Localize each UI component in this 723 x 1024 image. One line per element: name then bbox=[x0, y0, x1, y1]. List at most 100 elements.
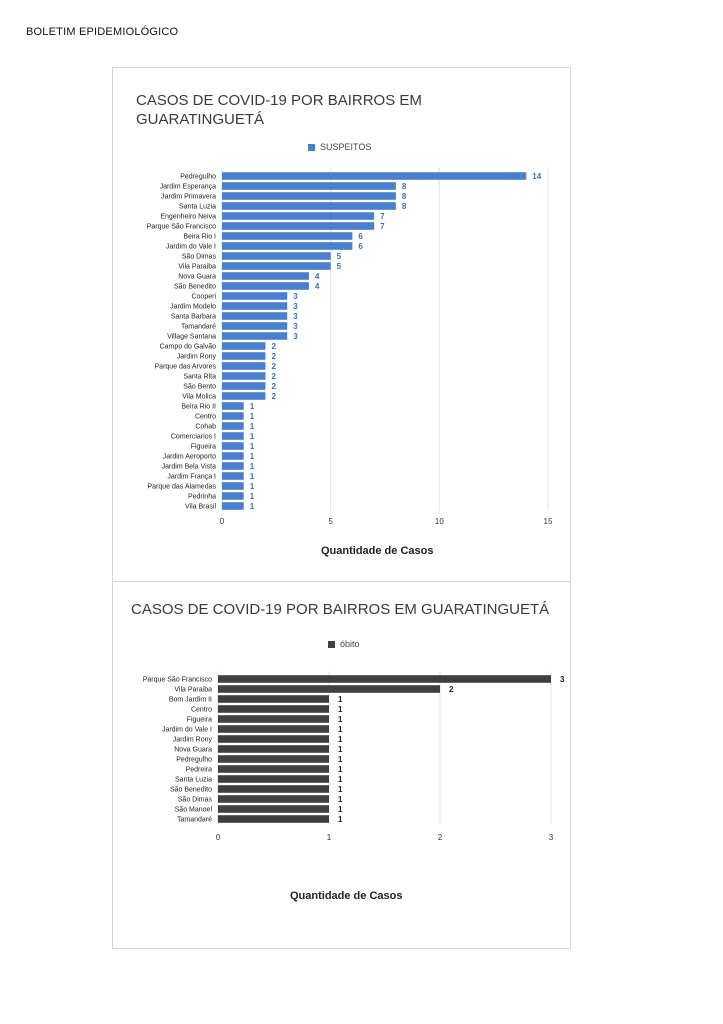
data-label: 3 bbox=[293, 322, 298, 331]
category-label: São Bento bbox=[183, 384, 216, 391]
data-label: 1 bbox=[338, 695, 343, 704]
data-label: 1 bbox=[338, 805, 343, 814]
bar bbox=[222, 322, 288, 330]
data-label: 1 bbox=[250, 422, 255, 431]
data-label: 2 bbox=[449, 685, 454, 694]
data-label: 3 bbox=[293, 312, 298, 321]
category-label: Santa Luzia bbox=[175, 777, 212, 784]
data-label: 1 bbox=[250, 402, 255, 411]
bar bbox=[222, 202, 396, 210]
bar bbox=[222, 312, 288, 320]
category-label: Parque das Arvores bbox=[155, 364, 217, 371]
category-label: Tamandaré bbox=[177, 817, 212, 824]
data-label: 2 bbox=[271, 362, 276, 371]
category-label: Campo do Galvão bbox=[160, 344, 217, 351]
category-label: Parque São Francisco bbox=[143, 677, 212, 684]
bar bbox=[222, 212, 375, 220]
data-label: 3 bbox=[560, 675, 565, 684]
bar bbox=[222, 232, 353, 240]
category-label: Jardim Rony bbox=[177, 354, 217, 361]
chart-title: CASOS DE COVID-19 POR BAIRROS EM GUARATI… bbox=[131, 601, 550, 618]
bar bbox=[222, 192, 396, 200]
bar bbox=[222, 262, 331, 270]
bar bbox=[218, 765, 329, 773]
category-label: Parque São Francisco bbox=[147, 224, 216, 231]
data-label: 3 bbox=[293, 292, 298, 301]
bar bbox=[222, 442, 244, 450]
bar bbox=[218, 775, 329, 783]
x-axis-title: Quantidade de Casos bbox=[290, 890, 403, 902]
data-label: 3 bbox=[293, 302, 298, 311]
x-tick-label: 15 bbox=[544, 517, 553, 526]
bar bbox=[222, 292, 288, 300]
bar bbox=[218, 805, 329, 813]
bar bbox=[222, 412, 244, 420]
data-label: 7 bbox=[380, 222, 385, 231]
data-label: 1 bbox=[338, 715, 343, 724]
data-label: 1 bbox=[250, 482, 255, 491]
bar bbox=[218, 785, 329, 793]
bar bbox=[222, 392, 266, 400]
data-label: 1 bbox=[338, 735, 343, 744]
category-label: Jardim do Vale I bbox=[162, 727, 212, 734]
data-label: 2 bbox=[271, 382, 276, 391]
category-label: Bom Jardim II bbox=[169, 697, 212, 704]
category-label: Jardim Aeroporto bbox=[163, 454, 216, 461]
category-label: Santa Luzia bbox=[179, 204, 216, 211]
bar bbox=[218, 735, 329, 743]
data-label: 2 bbox=[271, 372, 276, 381]
bar bbox=[222, 432, 244, 440]
x-axis-title: Quantidade de Casos bbox=[321, 545, 434, 557]
data-label: 2 bbox=[271, 392, 276, 401]
bar bbox=[222, 472, 244, 480]
category-label: Jardim Bela Vista bbox=[162, 464, 216, 471]
data-label: 1 bbox=[250, 492, 255, 501]
category-label: Santa Rita bbox=[183, 374, 216, 381]
document-header: BOLETIM EPIDEMIOLÓGICO bbox=[26, 26, 179, 38]
bar bbox=[222, 482, 244, 490]
category-label: Nova Guara bbox=[178, 274, 216, 281]
category-label: Pedrinha bbox=[188, 494, 216, 501]
category-label: Pedregulho bbox=[180, 174, 216, 181]
bar bbox=[218, 675, 551, 683]
data-label: 8 bbox=[402, 182, 407, 191]
x-tick-label: 3 bbox=[549, 833, 554, 842]
x-tick-label: 2 bbox=[438, 833, 443, 842]
data-label: 5 bbox=[337, 262, 342, 271]
category-label: São Benedito bbox=[170, 787, 212, 794]
x-tick-label: 10 bbox=[435, 517, 444, 526]
bar bbox=[222, 182, 396, 190]
bar bbox=[222, 222, 375, 230]
data-label: 1 bbox=[250, 472, 255, 481]
bar bbox=[222, 422, 244, 430]
legend-swatch bbox=[308, 143, 315, 151]
category-label: Engenheiro Neiva bbox=[160, 214, 216, 221]
bar bbox=[222, 462, 244, 470]
bar bbox=[218, 725, 329, 733]
x-tick-label: 0 bbox=[220, 517, 225, 526]
category-label: Comerciarios I bbox=[171, 434, 216, 441]
data-label: 8 bbox=[402, 192, 407, 201]
data-label: 6 bbox=[358, 242, 363, 251]
category-label: São Dimas bbox=[178, 797, 213, 804]
category-label: Vila Paraiba bbox=[178, 264, 216, 271]
bar bbox=[218, 745, 329, 753]
category-label: Jardim França I bbox=[167, 474, 216, 481]
bar bbox=[222, 352, 266, 360]
bar bbox=[222, 172, 527, 180]
data-label: 1 bbox=[250, 442, 255, 451]
data-label: 2 bbox=[271, 352, 276, 361]
bar bbox=[218, 695, 329, 703]
data-label: 1 bbox=[250, 432, 255, 441]
x-tick-label: 5 bbox=[328, 517, 333, 526]
category-label: São Dimas bbox=[182, 254, 217, 261]
category-label: Centro bbox=[191, 707, 212, 714]
bar bbox=[222, 452, 244, 460]
category-label: Figueira bbox=[191, 444, 216, 451]
data-label: 5 bbox=[337, 252, 342, 261]
data-label: 2 bbox=[271, 342, 276, 351]
bar bbox=[222, 382, 266, 390]
category-label: Beira Rio I bbox=[183, 234, 216, 241]
category-label: Jardim Esperança bbox=[160, 184, 217, 191]
